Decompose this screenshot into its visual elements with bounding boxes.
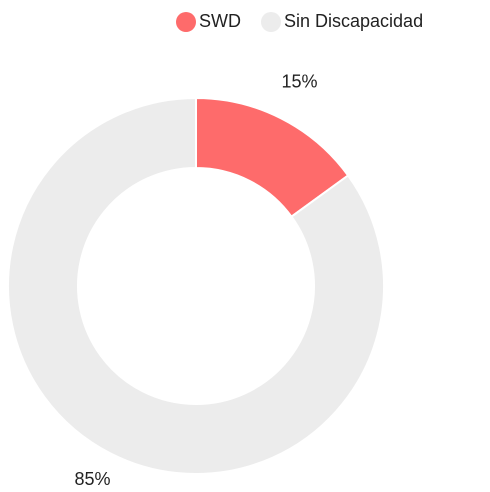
legend-swatch[interactable] xyxy=(176,12,196,32)
value-label: 15% xyxy=(281,72,317,92)
legend-swatch[interactable] xyxy=(261,12,281,32)
slice xyxy=(7,96,385,475)
legend-label[interactable]: SWD xyxy=(199,11,241,31)
value-label: 85% xyxy=(74,469,110,489)
legend-label[interactable]: Sin Discapacidad xyxy=(284,11,423,31)
